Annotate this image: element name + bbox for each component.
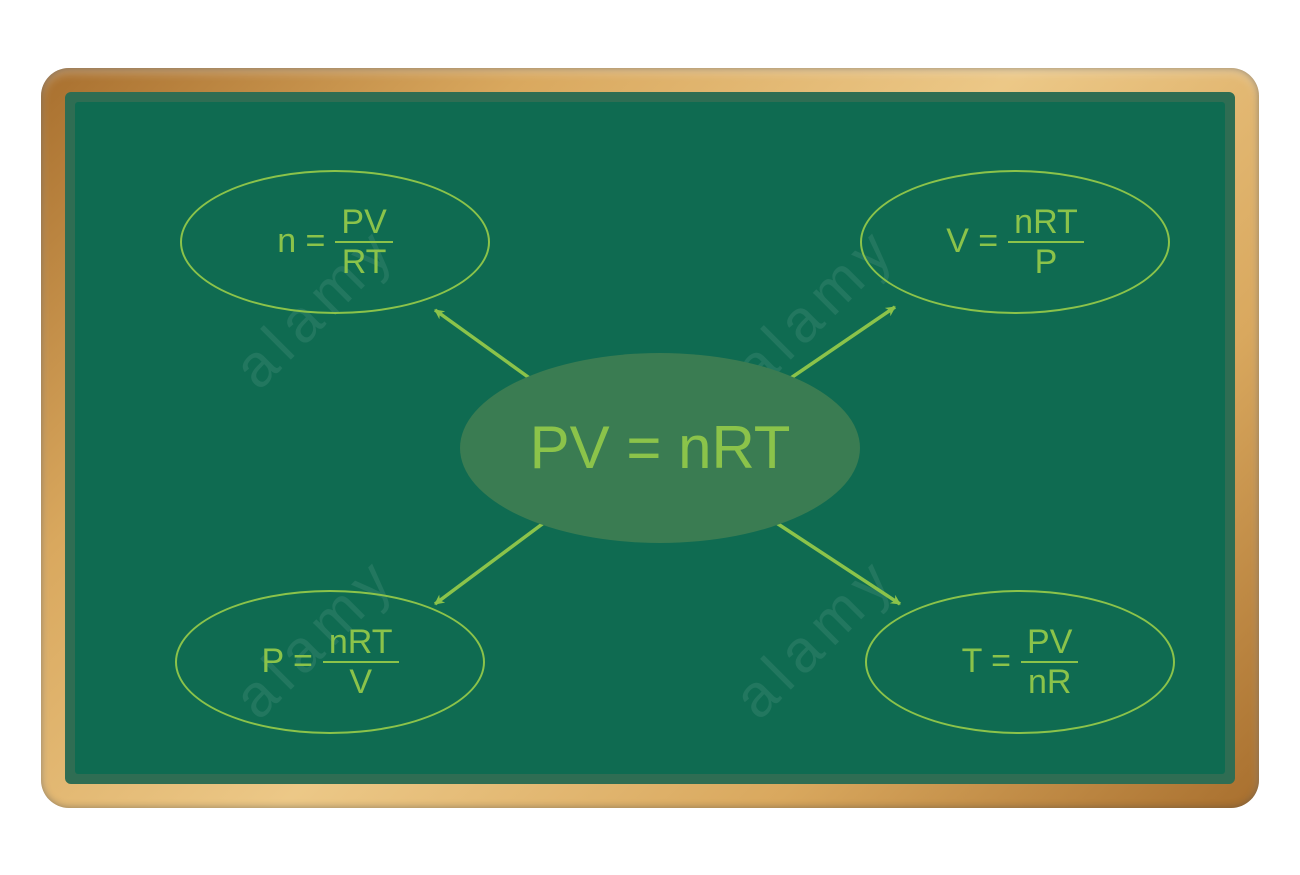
node-P: P = nRT V — [175, 590, 485, 734]
fraction-P: nRT V — [323, 623, 399, 701]
fraction-n: PV RT — [335, 203, 392, 281]
center-node: PV = nRT — [460, 353, 860, 543]
chalkboard-surface: alamy alamy alamy alamy PV = nRT n = — [75, 102, 1225, 774]
center-formula: PV = nRT — [530, 413, 791, 482]
chalkboard-frame: alamy alamy alamy alamy PV = nRT n = — [41, 68, 1259, 808]
chalkboard-inner-border: alamy alamy alamy alamy PV = nRT n = — [65, 92, 1235, 784]
formula-V: V = nRT P — [946, 203, 1084, 281]
node-n: n = PV RT — [180, 170, 490, 314]
node-T: T = PV nR — [865, 590, 1175, 734]
fraction-T: PV nR — [1021, 623, 1078, 701]
formula-T: T = PV nR — [962, 623, 1079, 701]
fraction-V: nRT P — [1008, 203, 1084, 281]
node-V: V = nRT P — [860, 170, 1170, 314]
formula-n: n = PV RT — [277, 203, 393, 281]
formula-P: P = nRT V — [262, 623, 399, 701]
